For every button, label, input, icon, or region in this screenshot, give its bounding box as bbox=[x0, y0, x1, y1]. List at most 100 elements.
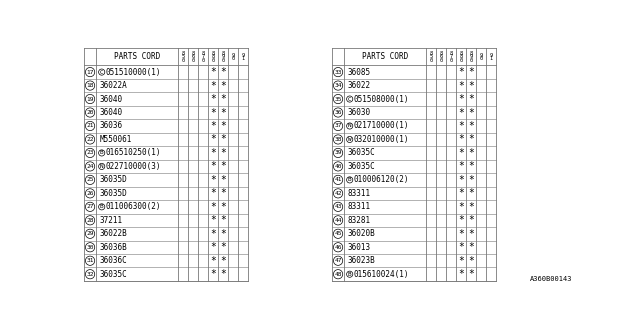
Text: PARTS CORD: PARTS CORD bbox=[362, 52, 408, 61]
Text: *: * bbox=[220, 81, 226, 91]
Text: 36035C: 36035C bbox=[99, 270, 127, 279]
Text: *: * bbox=[220, 269, 226, 279]
Text: 24: 24 bbox=[86, 164, 94, 169]
Text: 36035D: 36035D bbox=[99, 189, 127, 198]
Text: *: * bbox=[220, 215, 226, 225]
Text: 0: 0 bbox=[449, 58, 452, 63]
Text: 36040: 36040 bbox=[99, 94, 122, 104]
Text: PARTS CORD: PARTS CORD bbox=[114, 52, 160, 61]
Text: 23: 23 bbox=[86, 150, 94, 156]
Text: 38: 38 bbox=[334, 137, 342, 142]
Text: *: * bbox=[220, 229, 226, 239]
Text: 35: 35 bbox=[334, 97, 342, 101]
Text: 8: 8 bbox=[439, 51, 442, 56]
Text: *: * bbox=[220, 94, 226, 104]
Text: *: * bbox=[458, 242, 464, 252]
Text: *: * bbox=[468, 175, 474, 185]
Text: *: * bbox=[468, 215, 474, 225]
Text: *: * bbox=[210, 242, 216, 252]
Text: B: B bbox=[348, 177, 351, 182]
Text: *: * bbox=[458, 161, 464, 172]
Text: 0: 0 bbox=[460, 58, 463, 63]
Text: N: N bbox=[100, 164, 104, 169]
Text: *: * bbox=[210, 215, 216, 225]
Text: 9: 9 bbox=[479, 53, 483, 58]
Text: 016510250(1): 016510250(1) bbox=[106, 148, 161, 157]
Text: 20: 20 bbox=[86, 110, 94, 115]
Text: 36036C: 36036C bbox=[99, 256, 127, 265]
Text: 7: 7 bbox=[449, 54, 452, 60]
Text: 83281: 83281 bbox=[348, 216, 371, 225]
Text: *: * bbox=[210, 175, 216, 185]
Text: 36036: 36036 bbox=[99, 122, 122, 131]
Text: 34: 34 bbox=[334, 83, 342, 88]
Text: 36035C: 36035C bbox=[348, 148, 375, 157]
Text: 46: 46 bbox=[334, 245, 342, 250]
Text: *: * bbox=[210, 108, 216, 117]
Text: 8: 8 bbox=[211, 51, 214, 56]
Text: 44: 44 bbox=[334, 218, 342, 223]
Text: 9: 9 bbox=[490, 53, 493, 58]
Text: 9: 9 bbox=[241, 53, 244, 58]
Text: 0: 0 bbox=[479, 56, 483, 61]
Text: *: * bbox=[210, 161, 216, 172]
Text: 8: 8 bbox=[429, 51, 432, 56]
Text: *: * bbox=[468, 148, 474, 158]
Text: 28: 28 bbox=[86, 218, 94, 223]
Text: *: * bbox=[468, 229, 474, 239]
Text: N: N bbox=[348, 124, 351, 129]
Text: *: * bbox=[468, 242, 474, 252]
Text: *: * bbox=[220, 67, 226, 77]
Text: 36035D: 36035D bbox=[99, 175, 127, 184]
Text: 36030: 36030 bbox=[348, 108, 371, 117]
Text: *: * bbox=[458, 188, 464, 198]
Text: 8: 8 bbox=[181, 51, 184, 56]
Text: 9: 9 bbox=[221, 54, 225, 60]
Text: 36036B: 36036B bbox=[99, 243, 127, 252]
Text: 9: 9 bbox=[232, 53, 235, 58]
Text: 8: 8 bbox=[449, 51, 452, 56]
Text: *: * bbox=[220, 134, 226, 144]
Text: 0: 0 bbox=[191, 58, 195, 63]
Text: 8: 8 bbox=[191, 51, 195, 56]
Text: *: * bbox=[210, 148, 216, 158]
Text: 9: 9 bbox=[469, 54, 472, 60]
Text: 36020B: 36020B bbox=[348, 229, 375, 238]
Text: 010006120(2): 010006120(2) bbox=[353, 175, 409, 184]
Text: 022710000(3): 022710000(3) bbox=[106, 162, 161, 171]
Text: *: * bbox=[468, 256, 474, 266]
Text: 36023B: 36023B bbox=[348, 256, 375, 265]
Text: *: * bbox=[458, 256, 464, 266]
Text: 36022: 36022 bbox=[348, 81, 371, 90]
Text: *: * bbox=[458, 202, 464, 212]
Text: *: * bbox=[468, 202, 474, 212]
Text: 40: 40 bbox=[334, 164, 342, 169]
Text: 18: 18 bbox=[86, 83, 94, 88]
Text: *: * bbox=[210, 134, 216, 144]
Text: 36013: 36013 bbox=[348, 243, 371, 252]
Text: 31: 31 bbox=[86, 258, 94, 263]
Text: 7: 7 bbox=[201, 54, 204, 60]
Text: 0: 0 bbox=[469, 58, 472, 63]
Text: 8: 8 bbox=[460, 51, 463, 56]
Text: 015610024(1): 015610024(1) bbox=[353, 270, 409, 279]
Text: *: * bbox=[468, 67, 474, 77]
Text: *: * bbox=[458, 269, 464, 279]
Text: *: * bbox=[468, 81, 474, 91]
Text: 5: 5 bbox=[181, 54, 184, 60]
Text: *: * bbox=[220, 242, 226, 252]
Text: *: * bbox=[220, 148, 226, 158]
Text: *: * bbox=[458, 175, 464, 185]
Text: *: * bbox=[468, 161, 474, 172]
Text: 36035C: 36035C bbox=[348, 162, 375, 171]
Text: *: * bbox=[458, 229, 464, 239]
Text: M550061: M550061 bbox=[99, 135, 132, 144]
Text: *: * bbox=[468, 269, 474, 279]
Text: 32: 32 bbox=[86, 272, 94, 277]
Text: *: * bbox=[210, 202, 216, 212]
Text: W: W bbox=[348, 137, 351, 142]
Text: 0: 0 bbox=[439, 58, 442, 63]
Text: 051508000(1): 051508000(1) bbox=[353, 94, 409, 104]
Text: 41: 41 bbox=[334, 177, 342, 182]
Text: 36040: 36040 bbox=[99, 108, 122, 117]
